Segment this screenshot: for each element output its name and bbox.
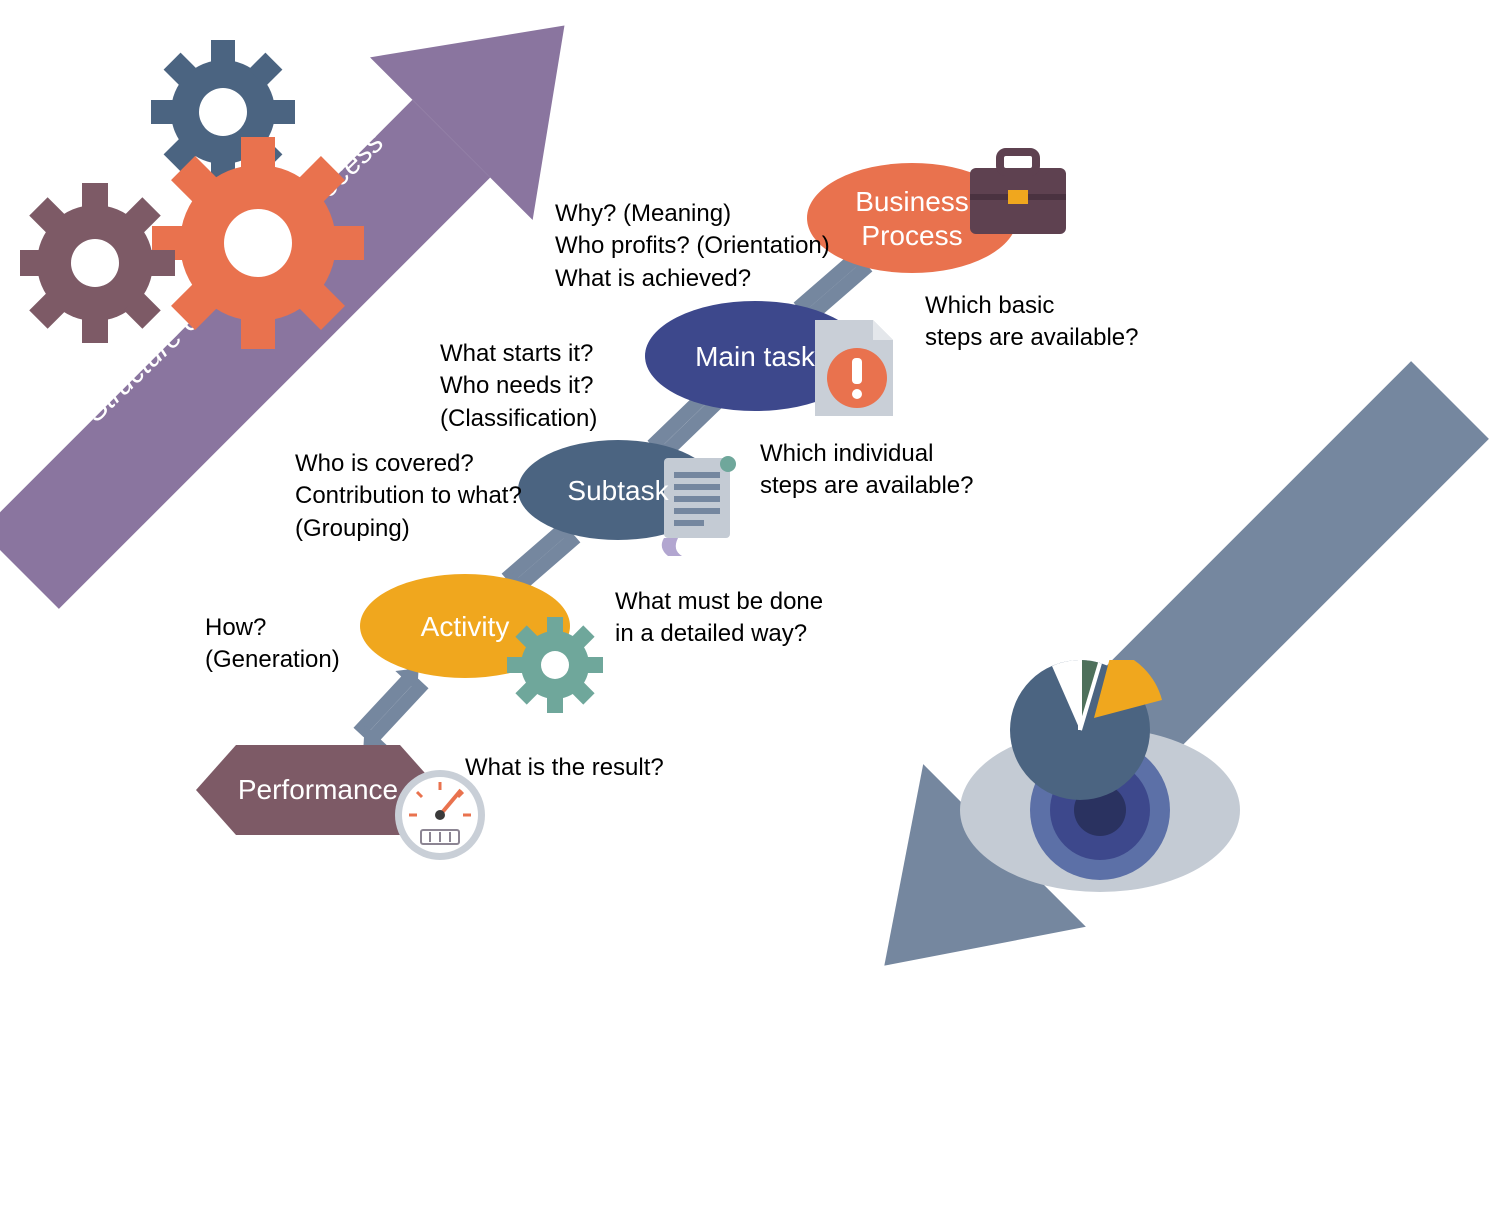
- q-right-3: What is the result?: [465, 752, 664, 784]
- node-business-process: Business Process: [807, 185, 1017, 252]
- node-label: Activity: [421, 611, 510, 642]
- node-main-task: Main task: [645, 340, 865, 374]
- q-left-1: What starts it? Who needs it? (Classific…: [440, 338, 597, 435]
- node-performance: Performance: [203, 773, 433, 807]
- node-label: Performance: [238, 774, 398, 805]
- node-label: Subtask: [567, 475, 668, 506]
- q-right-1: Which individual steps are available?: [760, 438, 973, 503]
- diagram-stage: Structure of Business Process Analysis o…: [0, 0, 1500, 1216]
- eye-pie-icon: [950, 660, 1270, 920]
- q-left-2: Who is covered? Contribution to what? (G…: [295, 448, 522, 545]
- node-label: Business Process: [855, 186, 969, 251]
- q-left-0: Why? (Meaning) Who profits? (Orientation…: [555, 198, 830, 295]
- q-right-0: Which basic steps are available?: [925, 290, 1138, 355]
- node-subtask: Subtask: [518, 474, 718, 508]
- q-left-3: How? (Generation): [205, 612, 340, 677]
- q-right-2: What must be done in a detailed way?: [615, 586, 823, 651]
- node-label: Main task: [695, 341, 815, 372]
- node-activity: Activity: [360, 610, 570, 644]
